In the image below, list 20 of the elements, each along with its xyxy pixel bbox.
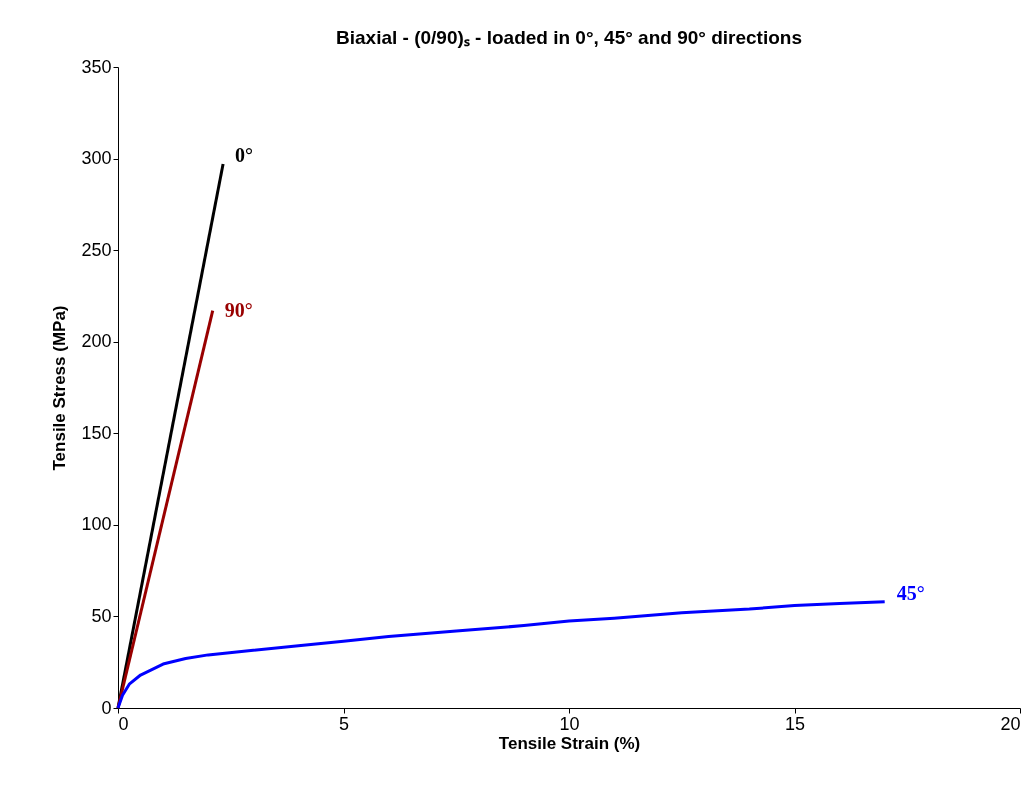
y-tick-label: 350 [81,56,112,77]
x-tick-label: 5 [338,713,350,734]
y-tick-label: 150 [81,422,112,443]
x-tick-label: 10 [559,713,580,734]
series-label: 90° [224,298,253,321]
y-axis-title: Tensile Stress (MPa) [50,305,70,471]
chart-title: Biaxial - (0/90)ₛ - loaded in 0°, 45° and 90° directions [336,27,802,48]
y-tick-label: 200 [81,331,112,352]
series-label: 0° [235,144,254,167]
y-tick-label: 100 [81,514,112,535]
x-tick-label: 20 [1000,713,1021,734]
y-tick-label: 300 [81,148,112,169]
y-tick-label: 250 [81,239,112,260]
x-axis-title: Tensile Strain (%) [498,733,641,753]
x-tick-label: 0 [118,713,129,734]
y-tick-label: 50 [91,605,112,626]
y-tick-label: 0 [101,697,112,718]
line-series [116,600,887,710]
x-tick-label: 15 [784,713,806,734]
series-label: 45° [896,581,925,604]
